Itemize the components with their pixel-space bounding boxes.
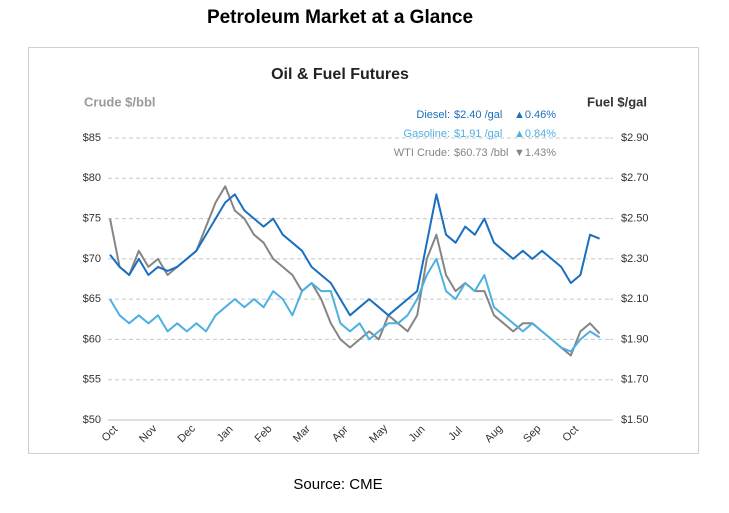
legend-change: ▲0.84% (514, 128, 556, 140)
y2-tick-label: $2.30 (621, 253, 649, 265)
legend-name: WTI Crude: (394, 147, 450, 159)
legend-price: $60.73 /bbl (454, 147, 508, 159)
source-note: Source: CME (293, 476, 382, 493)
y2-tick-label: $2.90 (621, 132, 649, 144)
y2-tick-label: $2.70 (621, 172, 649, 184)
chart-title: Oil & Fuel Futures (271, 66, 409, 83)
y2-tick-label: $1.50 (621, 414, 649, 426)
y-tick-label: $75 (83, 212, 101, 224)
y-tick-label: $50 (83, 414, 101, 426)
y-tick-label: $85 (83, 132, 101, 144)
y-tick-label: $65 (83, 293, 101, 305)
legend-price: $2.40 /gal (454, 109, 502, 121)
chart-frame (28, 47, 699, 454)
y-axis-title: Crude $/bbl (84, 94, 156, 109)
y2-tick-label: $2.50 (621, 212, 649, 224)
series-line (109, 193, 600, 317)
legend-price: $1.91 /gal (454, 128, 502, 140)
legend-name: Diesel: (416, 109, 450, 121)
series-line (109, 257, 601, 353)
page-header: Petroleum Market at a Glance (207, 7, 473, 28)
y2-axis-title: Fuel $/gal (587, 94, 647, 109)
legend-name: Gasoline: (404, 128, 450, 140)
y2-tick-label: $2.10 (621, 293, 649, 305)
y-tick-label: $80 (83, 172, 101, 184)
y-tick-label: $70 (83, 253, 101, 265)
y-tick-label: $60 (83, 333, 101, 345)
y2-tick-label: $1.90 (621, 333, 649, 345)
legend-change: ▲0.46% (514, 109, 556, 121)
y-tick-label: $55 (83, 374, 101, 386)
y2-tick-label: $1.70 (621, 374, 649, 386)
legend-change: ▼1.43% (514, 147, 556, 159)
